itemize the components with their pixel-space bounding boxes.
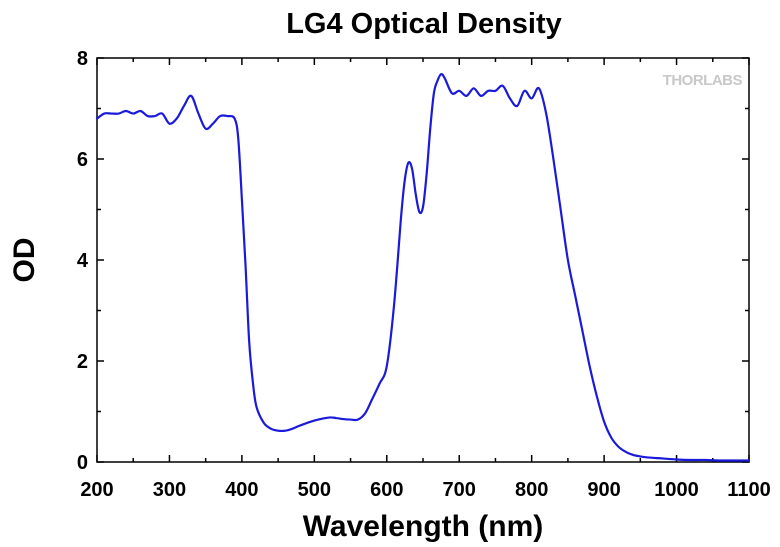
y-axis-title: OD [8, 238, 41, 283]
x-tick-label: 900 [587, 479, 620, 501]
x-tick-label: 600 [370, 479, 403, 501]
x-tick-label: 1000 [654, 479, 699, 501]
x-tick-label: 400 [225, 479, 258, 501]
x-axis-title: Wavelength (nm) [303, 510, 544, 543]
plot-frame [96, 57, 750, 463]
series-line-od [95, 72, 751, 462]
x-tick-label: 800 [515, 479, 548, 501]
y-tick-label: 0 [77, 452, 88, 474]
y-tick-label: 8 [77, 48, 88, 70]
y-tick-label: 4 [77, 250, 89, 272]
y-axis: 0 2 4 6 8 [77, 48, 749, 474]
x-tick-label: 200 [80, 479, 113, 501]
chart-title: LG4 Optical Density [286, 8, 562, 40]
x-tick-label: 500 [298, 479, 331, 501]
x-tick-label: 700 [443, 479, 476, 501]
x-tick-label: 300 [153, 479, 186, 501]
thorlabs-watermark: THORLABS [663, 72, 743, 89]
x-axis: 200 300 400 500 600 700 800 900 1000 1100 [80, 58, 771, 501]
x-tick-label: 1100 [727, 479, 770, 501]
y-tick-label: 2 [77, 351, 88, 373]
y-tick-label: 6 [77, 149, 88, 171]
